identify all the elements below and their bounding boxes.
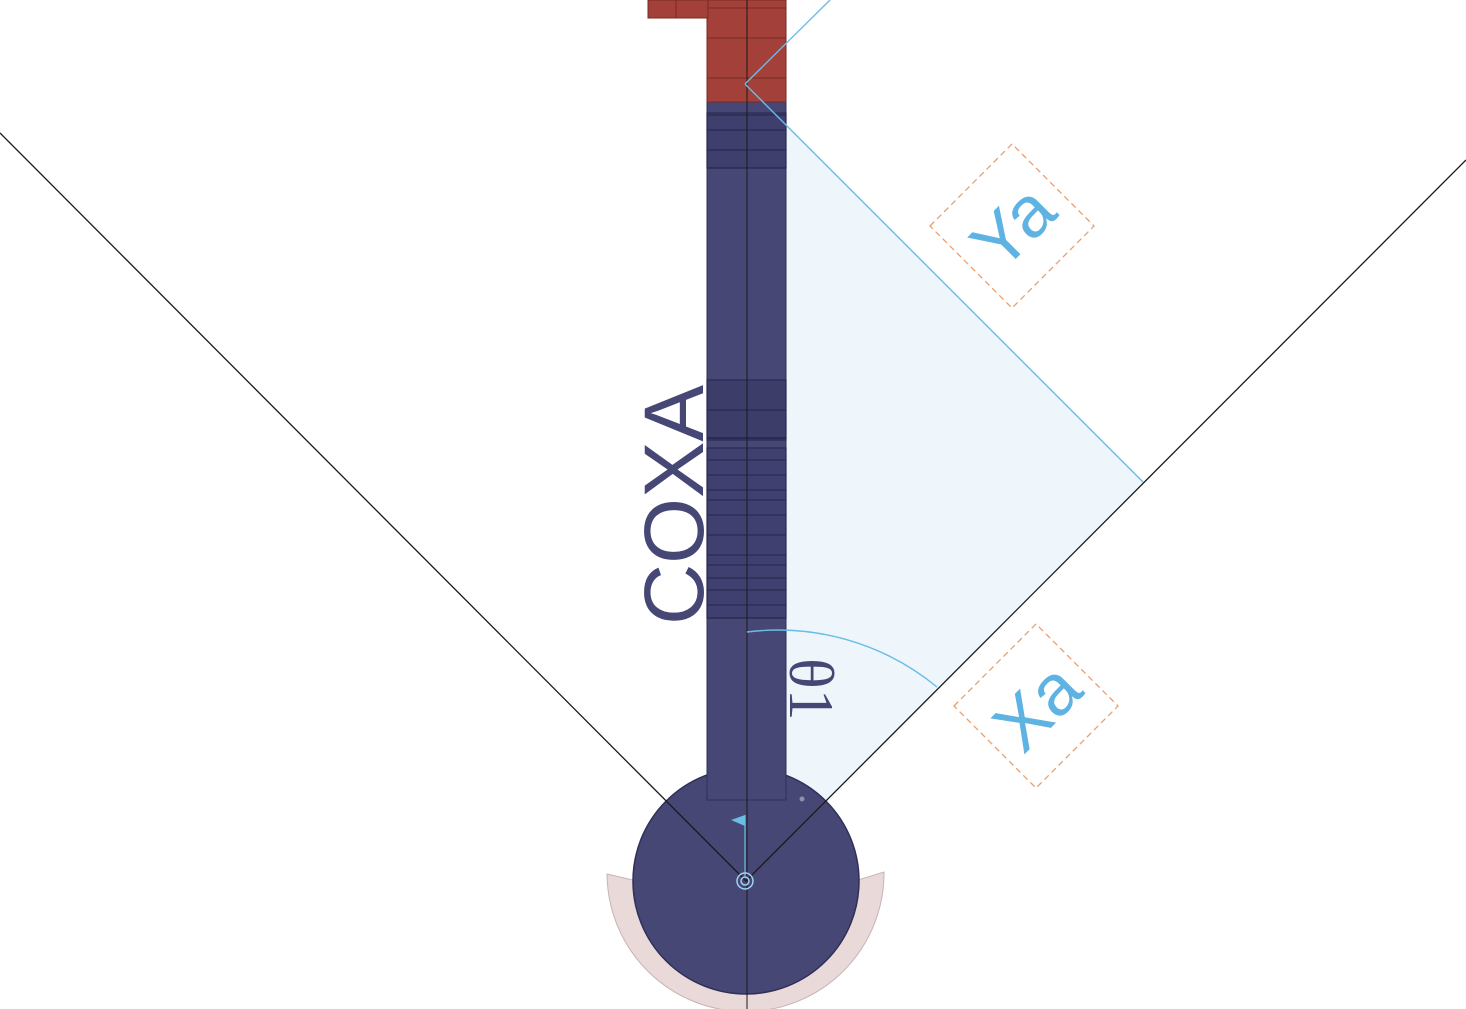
projection-fill [786, 125, 1143, 800]
xa-label: Xa [978, 647, 1098, 767]
ya-label-group: Ya [929, 143, 1095, 309]
construction-lines [744, 0, 1144, 483]
origin-flag-icon [731, 815, 745, 826]
coxa-label: COXA [627, 385, 721, 625]
left-boundary-line [0, 132, 747, 882]
ya-label-box [929, 143, 1095, 309]
right-boundary-line [745, 159, 1466, 882]
origin-point-icon [736, 872, 754, 890]
femur-segment [647, 0, 787, 103]
reference-dot-icon [799, 796, 805, 802]
theta-label: θ1 [776, 658, 847, 721]
theta-arc [746, 629, 938, 688]
